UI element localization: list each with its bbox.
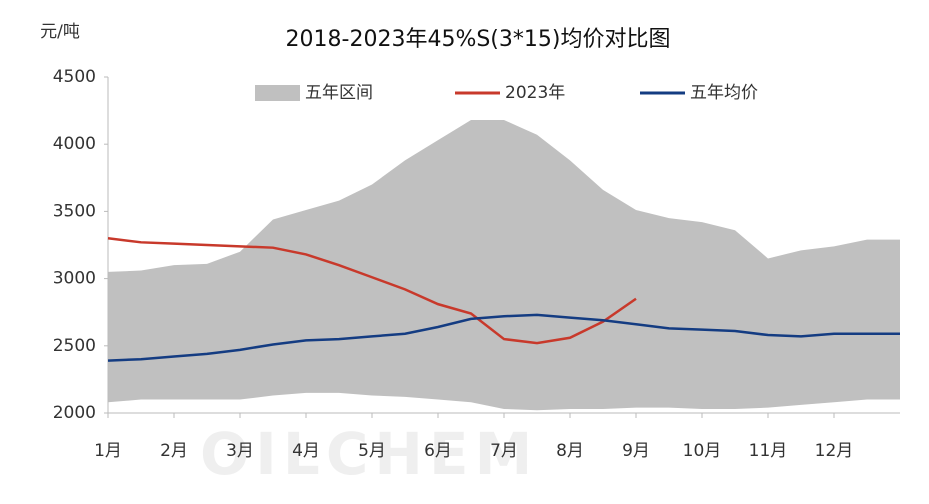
line-series — [107, 237, 637, 345]
x-tick-label: 11月 — [749, 441, 788, 461]
x-tick-label: 5月 — [358, 441, 386, 461]
x-tick-label: 2月 — [160, 441, 188, 461]
x-tick-label: 9月 — [622, 441, 650, 461]
y-tick-label: 4500 — [53, 67, 96, 87]
x-tick-label: 3月 — [226, 441, 254, 461]
x-tick-label: 4月 — [292, 441, 320, 461]
x-tick-label: 1月 — [94, 441, 122, 461]
chart-title: 2018-2023年45%S(3*15)均价对比图 — [286, 27, 671, 52]
y-tick-label: 2000 — [53, 403, 96, 423]
range-band — [108, 120, 900, 411]
y-tick-label: 3000 — [53, 269, 96, 289]
x-tick-label: 12月 — [815, 441, 854, 461]
x-tick-label: 10月 — [683, 441, 722, 461]
y-tick-label: 4000 — [53, 134, 96, 154]
y-tick-label: 2500 — [53, 336, 96, 356]
line-series — [107, 313, 900, 362]
legend-label: 2023年 — [505, 83, 565, 103]
x-tick-label: 6月 — [424, 441, 452, 461]
legend-swatch — [255, 85, 300, 101]
legend-label: 五年区间 — [305, 83, 373, 103]
y-tick-label: 3500 — [53, 201, 96, 221]
x-tick-label: 8月 — [556, 441, 584, 461]
x-tick-label: 7月 — [490, 441, 518, 461]
watermark: OILCHEM — [200, 420, 538, 488]
y-axis-label: 元/吨 — [40, 22, 80, 42]
legend-label: 五年均价 — [690, 83, 758, 103]
